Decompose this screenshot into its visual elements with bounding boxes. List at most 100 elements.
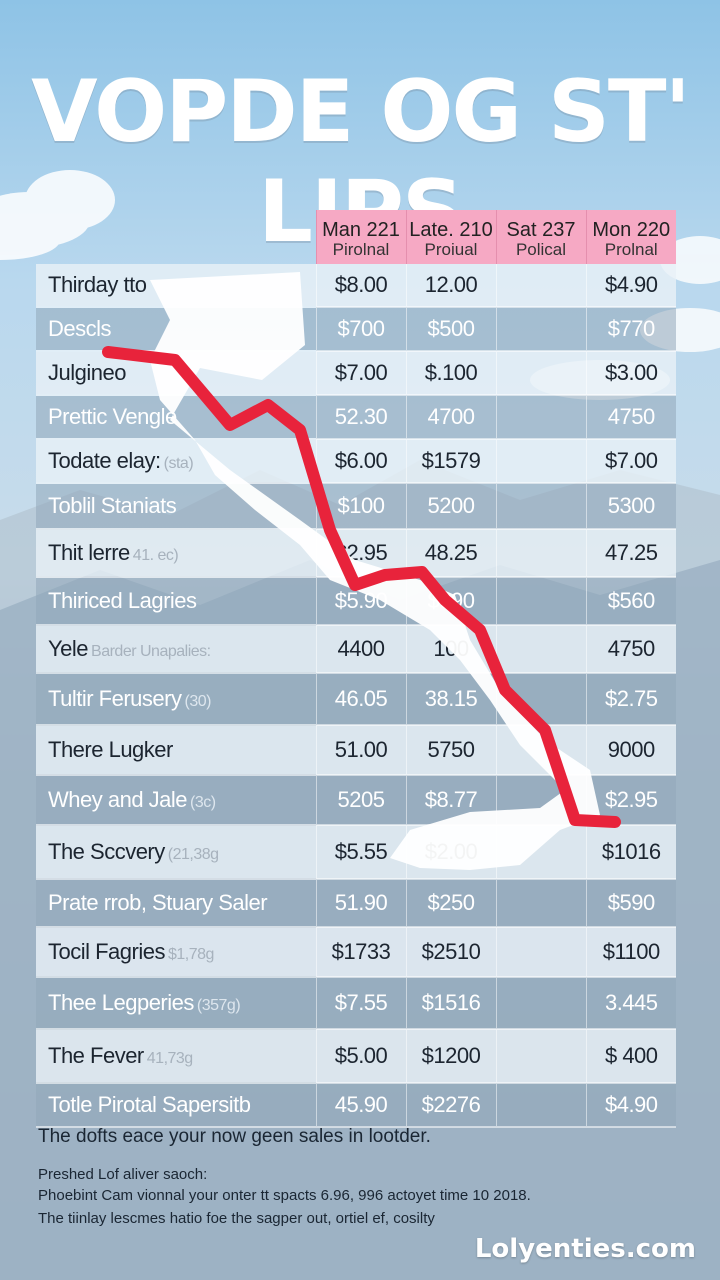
column-header-subtitle: Proiual xyxy=(424,239,478,259)
table-cell: 51.00 xyxy=(315,725,406,776)
table-cell xyxy=(495,395,586,440)
table-cell: $5.55 xyxy=(315,825,406,880)
row-label-text: Descls xyxy=(48,316,112,341)
table-cell: $5.90 xyxy=(315,577,406,626)
row-label: Whey and Jale (3c) xyxy=(36,775,316,826)
row-label-text: The Sccvery xyxy=(48,839,165,864)
table-cell: $ 400 xyxy=(585,1029,676,1084)
table-header-row: Man 221 Pirolnal Late. 210 Proiual Sat 2… xyxy=(36,210,676,264)
column-header-title: Man 221 xyxy=(322,218,400,241)
row-label-text: Tocil Fagries xyxy=(48,939,165,964)
row-label-text: Tultir Ferusery xyxy=(48,686,182,711)
row-label: Thiriced Lagries xyxy=(36,577,316,626)
table-row: Thit lerre 41. ec) $2.95 48.25 47.25 xyxy=(36,529,676,578)
row-label-text: Todate elay: xyxy=(48,448,161,473)
table-cell: $7.55 xyxy=(315,977,406,1030)
table-cell: 45.90 xyxy=(315,1083,406,1128)
row-note: $1,78g xyxy=(167,946,214,963)
table-row: Toblil Staniats $100 5200 5300 xyxy=(36,483,676,530)
table-cell: $1516 xyxy=(405,977,496,1030)
table-cell: $560 xyxy=(585,577,676,626)
data-table: Man 221 Pirolnal Late. 210 Proiual Sat 2… xyxy=(36,210,676,1128)
row-label-text: Prate rrob, Stuary Saler xyxy=(48,890,268,915)
row-label: The Sccvery (21,38g xyxy=(36,825,316,880)
row-label-text: Julgineo xyxy=(48,360,126,385)
table-cell: $500 xyxy=(405,307,496,352)
table-cell xyxy=(495,264,586,308)
row-label-text: Yele xyxy=(48,636,89,661)
column-header-title: Late. 210 xyxy=(409,218,493,241)
table-cell: $2.75 xyxy=(585,673,676,726)
row-label-text: There Lugker xyxy=(48,737,173,762)
table-cell xyxy=(495,977,586,1030)
table-cell: 48.25 xyxy=(405,529,496,578)
table-cell: $7.00 xyxy=(315,351,406,396)
column-header-title: Sat 237 xyxy=(506,218,576,241)
table-cell: 5750 xyxy=(405,725,496,776)
table-cell xyxy=(495,927,586,978)
table-cell: 9000 xyxy=(585,725,676,776)
row-note: (30) xyxy=(184,693,211,710)
table-cell: $700 xyxy=(315,307,406,352)
table-row: Prettic Vengle 52.30 4700 4750 xyxy=(36,395,676,440)
table-cell xyxy=(495,483,586,530)
column-header: Sat 237 Polical xyxy=(495,210,586,264)
table-cell: 4750 xyxy=(585,625,676,674)
cloud-left xyxy=(0,170,115,260)
table-cell: 46.05 xyxy=(315,673,406,726)
table-cell: 51.90 xyxy=(315,879,406,928)
table-cell: $2276 xyxy=(405,1083,496,1128)
row-label: Thee Legperies (357g) xyxy=(36,977,316,1030)
table-cell: $2510 xyxy=(405,927,496,978)
table-cell: $1733 xyxy=(315,927,406,978)
column-header-subtitle: Pirolnal xyxy=(332,239,390,259)
table-cell: $.100 xyxy=(405,351,496,396)
table-body: Thirday tto $8.00 12.00 $4.90 Descls $700 $500… xyxy=(36,264,676,1128)
table-cell: 38.15 xyxy=(405,673,496,726)
table-cell: 100 xyxy=(405,625,496,674)
table-cell xyxy=(495,673,586,726)
table-cell xyxy=(495,307,586,352)
footer-note: Preshed Lof aliver saoch: xyxy=(38,1166,208,1183)
table-cell: $7.00 xyxy=(585,439,676,484)
table-cell xyxy=(495,879,586,928)
table-cell: 12.00 xyxy=(405,264,496,308)
table-cell xyxy=(495,1083,586,1128)
table-row: Tocil Fagries $1,78g $1733 $2510 $1100 xyxy=(36,927,676,978)
table-cell xyxy=(495,725,586,776)
table-row: The Fever 41,73g $5.00 $1200 $ 400 xyxy=(36,1029,676,1084)
table-cell: 5205 xyxy=(315,775,406,826)
table-cell: $590 xyxy=(585,879,676,928)
row-label: Thit lerre 41. ec) xyxy=(36,529,316,578)
footer-headline: The dofts eace your now geen sales in lo… xyxy=(38,1126,431,1147)
row-label: Thirday tto xyxy=(36,264,316,308)
row-label-text: Totle Pirotal Sapersitb xyxy=(48,1092,251,1117)
table-cell: 47.25 xyxy=(585,529,676,578)
table-cell: $770 xyxy=(585,307,676,352)
table-cell: $8.77 xyxy=(405,775,496,826)
row-label-text: The Fever xyxy=(48,1043,144,1068)
table-row: Whey and Jale (3c) 5205 $8.77 $2.95 xyxy=(36,775,676,826)
row-note: (357g) xyxy=(196,997,241,1014)
table-cell: 5200 xyxy=(405,483,496,530)
table-cell: 3.445 xyxy=(585,977,676,1030)
table-row: Thirday tto $8.00 12.00 $4.90 xyxy=(36,264,676,308)
table-row: Thee Legperies (357g) $7.55 $1516 3.445 xyxy=(36,977,676,1030)
column-header: Late. 210 Proiual xyxy=(405,210,496,264)
table-cell: $1016 xyxy=(585,825,676,880)
table-cell xyxy=(495,577,586,626)
table-cell: $100 xyxy=(315,483,406,530)
row-label: Todate elay: (sta) xyxy=(36,439,316,484)
table-row: Thiriced Lagries $5.90 $990 $560 xyxy=(36,577,676,626)
row-label: Prate rrob, Stuary Saler xyxy=(36,879,316,928)
row-label-text: Prettic Vengle xyxy=(48,404,177,429)
row-label-text: Whey and Jale xyxy=(48,787,188,812)
footer-note: The tiinlay lescmes hatio foe the sagper… xyxy=(38,1210,435,1227)
table-row: Prate rrob, Stuary Saler 51.90 $250 $590 xyxy=(36,879,676,928)
table-cell xyxy=(495,1029,586,1084)
row-label-text: Thee Legperies xyxy=(48,990,194,1015)
row-note: 41. ec) xyxy=(132,547,179,564)
row-label: Prettic Vengle xyxy=(36,395,316,440)
table-cell xyxy=(495,351,586,396)
column-header-subtitle: Prolnal xyxy=(604,239,658,259)
